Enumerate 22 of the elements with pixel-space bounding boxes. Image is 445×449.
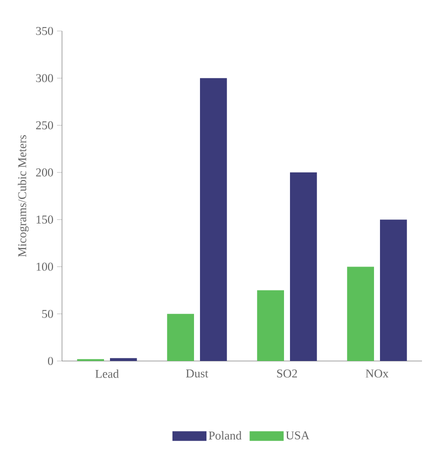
legend-label: USA	[286, 431, 310, 440]
x-tick-label: NOx	[366, 369, 388, 378]
bar	[347, 266, 374, 361]
y-tick-label: 0	[48, 356, 54, 366]
y-tick-label: 350	[36, 26, 54, 36]
y-tick-label: 50	[42, 310, 54, 318]
bar	[200, 78, 227, 361]
x-tick-label: Dust	[186, 370, 208, 378]
legend-label: Poland	[208, 431, 242, 440]
y-axis-title: Micograms/Cubic Meters	[18, 135, 29, 257]
bar	[380, 220, 407, 361]
bar	[110, 358, 137, 361]
y-tick-label: 200	[36, 168, 54, 176]
y-tick-label: 250	[36, 121, 54, 130]
bar	[167, 314, 194, 361]
x-tick-label: Lead	[95, 370, 119, 378]
bar	[290, 172, 317, 361]
y-tick-label: 300	[36, 74, 54, 82]
x-tick-label: SO2	[277, 369, 297, 378]
bar	[257, 290, 284, 361]
y-tick-label: 150	[36, 216, 54, 224]
y-tick-label: 100	[36, 262, 54, 271]
